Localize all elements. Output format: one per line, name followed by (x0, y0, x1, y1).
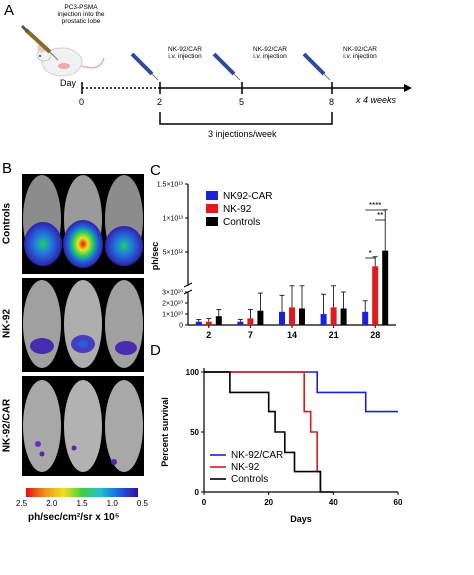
group-label-controls: Controls (1, 202, 13, 245)
syringe-icon (20, 24, 59, 61)
x-tick-label: 7 (248, 330, 253, 340)
mouse-scan-graphic (23, 380, 143, 472)
day-tick-2: 2 (157, 97, 163, 107)
mouse-scan-graphic (23, 175, 143, 268)
x-tick-label: 20 (264, 498, 273, 507)
bar (289, 307, 295, 325)
legend-label: NK-92/CAR (231, 450, 283, 461)
tumor-injection-label: PC3-PSMA injection into the prostatic lo… (57, 4, 105, 25)
legend-label: NK-92 (231, 462, 260, 473)
x-tick-label: 14 (287, 330, 297, 340)
legend-label: NK-92 (223, 204, 252, 215)
colorbar-tick: 0.5 (136, 499, 148, 508)
repeat-label: x 4 weeks (356, 95, 397, 105)
syringe-icon (130, 52, 159, 81)
survival-chart: 0 50 100 0 20 40 60 Days Percent survival NK-92/C… (160, 368, 403, 524)
bar-chart-luminescence: 0 1×10¹⁰ 2×10¹⁰ 3×10¹⁰ 5×10¹² 1×10¹³ 1.5×10¹³ p… (150, 182, 396, 340)
bar (382, 250, 389, 325)
bar (372, 266, 379, 325)
bioluminescence-image-nk92 (22, 278, 144, 372)
panel-letter-a: A (4, 2, 15, 19)
colorbar-tick: 1.5 (76, 499, 88, 508)
group-label-nk92-car: NK-92/CAR (1, 398, 13, 453)
bar (205, 321, 212, 325)
bar (340, 308, 347, 325)
colorbar-tick: 2.0 (46, 499, 58, 508)
y-tick-label: 0 (195, 488, 200, 497)
bar (279, 311, 285, 325)
group-label-nk92: NK-92 (1, 309, 13, 338)
bar (320, 314, 327, 325)
x-tick-label: 2 (206, 330, 211, 340)
colorbar-unit: ph/sec/cm²/sr x 10⁵ (28, 512, 120, 523)
day-tick-8: 8 (329, 97, 335, 107)
y-tick-label: 5×10¹² (163, 250, 184, 257)
colorbar-tick: 1.0 (106, 499, 118, 508)
syringe-icon (212, 52, 241, 81)
y-axis-label: ph/sec (150, 242, 160, 271)
bar (215, 316, 222, 325)
y-tick-label: 3×10¹⁰ (162, 289, 183, 297)
y-tick-label: 2×10¹⁰ (162, 300, 183, 308)
legend-swatch (206, 217, 218, 226)
significance-label: * (369, 249, 372, 258)
bracket-label: 3 injections/week (208, 129, 277, 139)
y-tick-label: 1.5×10¹³ (157, 182, 184, 189)
bar (362, 311, 369, 325)
legend-label: Controls (223, 217, 260, 228)
significance-label: ** (377, 211, 383, 220)
colorbar (26, 488, 138, 497)
syringe-icon (302, 52, 331, 81)
y-tick-label: 1×10¹⁰ (162, 311, 183, 319)
bioluminescence-image-nk92-car (22, 376, 144, 476)
y-axis-label: Percent survival (160, 397, 170, 467)
significance-label: **** (369, 201, 381, 210)
colorbar-tick: 2.5 (16, 499, 28, 508)
x-tick-label: 28 (370, 330, 380, 340)
x-tick-label: 60 (394, 498, 403, 507)
panel-letter-c: C (150, 162, 161, 179)
bar (299, 308, 305, 325)
bar (257, 310, 264, 325)
y-tick-label: 50 (190, 428, 199, 437)
y-tick-label: 1×10¹³ (163, 216, 184, 223)
x-tick-label: 40 (329, 498, 338, 507)
bar (195, 321, 202, 325)
axis-break-mark (183, 282, 193, 288)
injection-label-2: NK-92/CAR i.v. injection (253, 46, 287, 60)
x-tick-label: 0 (202, 498, 207, 507)
legend-swatch (206, 204, 218, 213)
day-tick-0: 0 (79, 97, 85, 107)
day-tick-5: 5 (239, 97, 245, 107)
colorbar-ticks: 2.5 2.0 1.5 1.0 0.5 (16, 499, 148, 508)
survival-curve (204, 371, 334, 493)
x-tick-label: 21 (329, 330, 339, 340)
y-tick-label: 0 (179, 323, 183, 330)
injection-label-3: NK-92/CAR i.v. injection (343, 46, 377, 60)
panel-letter-d: D (150, 342, 161, 359)
bar (330, 307, 337, 325)
legend-swatch (206, 191, 218, 200)
legend-label: Controls (231, 474, 268, 485)
legend-label: NK92-CAR (223, 191, 272, 202)
x-axis-label: Days (290, 514, 312, 524)
injection-label-1: NK-92/CAR i.v. injection (168, 46, 202, 60)
y-tick-label: 100 (186, 368, 200, 377)
bar (247, 318, 254, 325)
bar (237, 321, 244, 325)
mouse-icon (36, 43, 105, 77)
timeline-diagram (20, 24, 412, 125)
mouse-scan-graphic (23, 280, 143, 368)
bioluminescence-image-controls (22, 174, 144, 274)
day-label: Day (60, 78, 77, 88)
panel-letter-b: B (2, 160, 13, 177)
